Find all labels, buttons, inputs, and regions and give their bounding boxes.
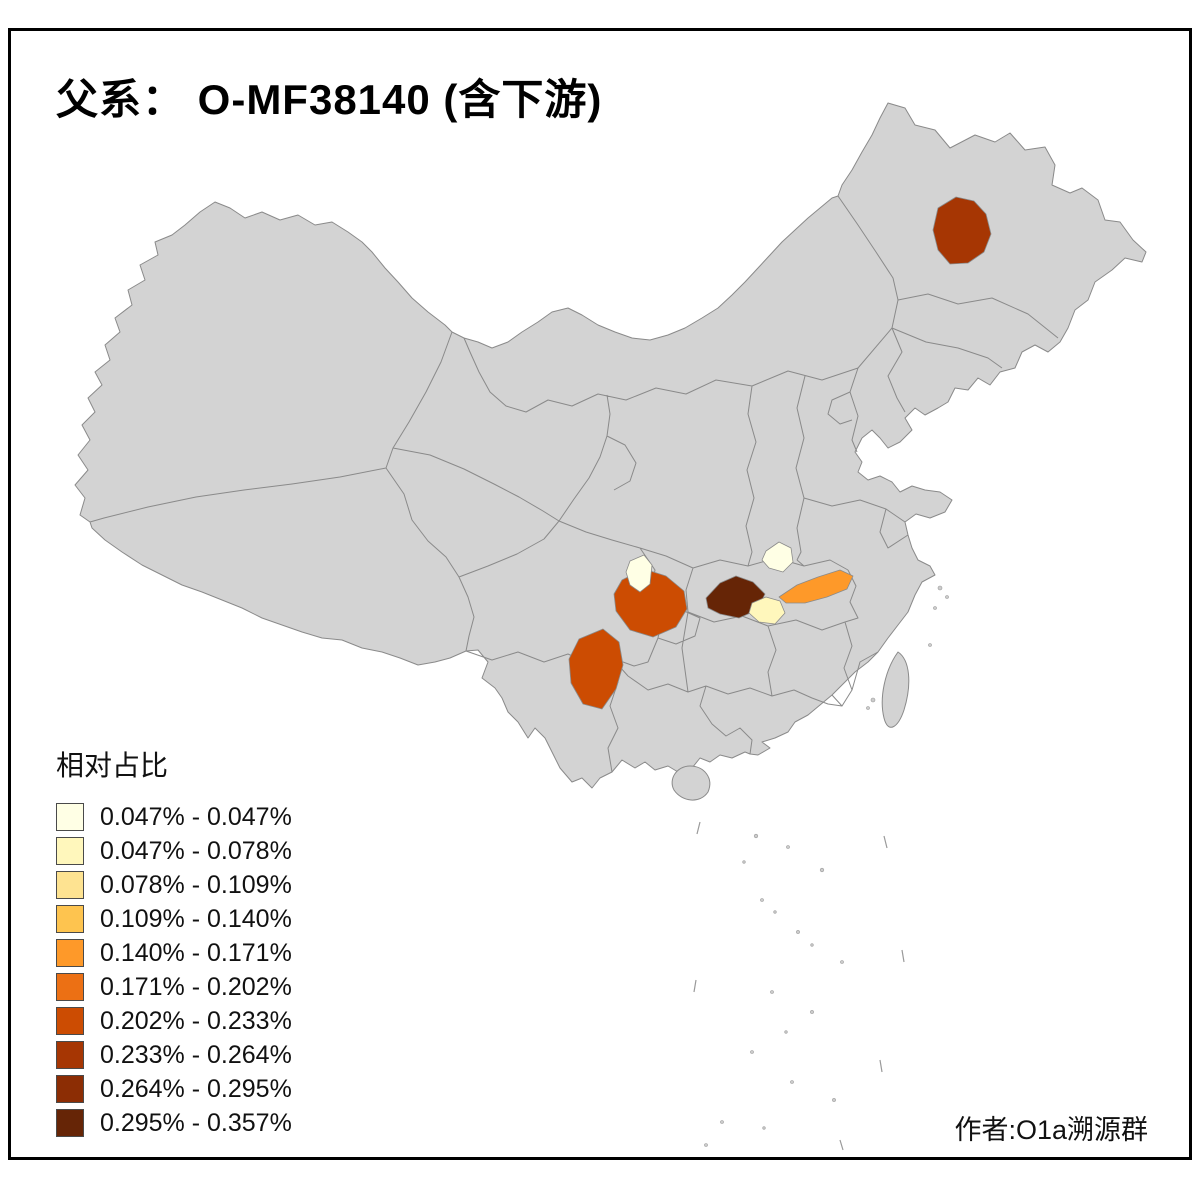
- legend-swatch: [56, 1075, 84, 1103]
- legend-label: 0.202% - 0.233%: [100, 1006, 292, 1035]
- attribution-text: 作者:O1a溯源群: [954, 1115, 1148, 1145]
- legend-swatch: [56, 1041, 84, 1069]
- region-sichuan-northeast-small: [625, 554, 653, 593]
- legend-swatch: [56, 837, 84, 865]
- legend-item: 0.171% - 0.202%: [56, 970, 292, 1004]
- region-hubei-east-band: [778, 569, 854, 604]
- legend-item: 0.295% - 0.357%: [56, 1106, 292, 1140]
- legend-item: 0.047% - 0.047%: [56, 800, 292, 834]
- legend-item: 0.078% - 0.109%: [56, 868, 292, 902]
- region-northeast-heilongjiang: [932, 196, 992, 265]
- taiwan-island: [881, 651, 910, 728]
- legend-item: 0.202% - 0.233%: [56, 1004, 292, 1038]
- region-yunnan-central: [568, 628, 624, 710]
- legend-swatch: [56, 1109, 84, 1137]
- legend-swatch: [56, 939, 84, 967]
- legend-item: 0.233% - 0.264%: [56, 1038, 292, 1072]
- mainland-landmass: [74, 102, 1147, 791]
- legend-swatch: [56, 905, 84, 933]
- legend-item: 0.264% - 0.295%: [56, 1072, 292, 1106]
- legend-item: 0.047% - 0.078%: [56, 834, 292, 868]
- legend-label: 0.109% - 0.140%: [100, 904, 292, 933]
- legend: 相对占比 0.047% - 0.047% 0.047% - 0.078% 0.078…: [56, 744, 292, 1140]
- legend-label: 0.171% - 0.202%: [100, 972, 292, 1001]
- legend-items: 0.047% - 0.047% 0.047% - 0.078% 0.078% - 0…: [56, 800, 292, 1140]
- south-china-sea-islands: [693, 585, 949, 1151]
- legend-swatch: [56, 973, 84, 1001]
- legend-item: 0.109% - 0.140%: [56, 902, 292, 936]
- region-henan-south-small: [761, 541, 794, 573]
- legend-label: 0.047% - 0.078%: [100, 836, 292, 865]
- legend-title: 相对占比: [56, 750, 169, 781]
- region-hunan-north-small: [748, 596, 786, 625]
- legend-swatch: [56, 803, 84, 831]
- legend-label: 0.264% - 0.295%: [100, 1074, 292, 1103]
- legend-label: 0.233% - 0.264%: [100, 1040, 292, 1069]
- page-title: 父系： O-MF38140 (含下游): [56, 76, 603, 123]
- legend-swatch: [56, 1007, 84, 1035]
- legend-item: 0.140% - 0.171%: [56, 936, 292, 970]
- hainan-island: [671, 765, 711, 801]
- legend-label: 0.295% - 0.357%: [100, 1108, 292, 1137]
- legend-swatch: [56, 871, 84, 899]
- legend-label: 0.047% - 0.047%: [100, 802, 292, 831]
- legend-label: 0.140% - 0.171%: [100, 938, 292, 967]
- legend-label: 0.078% - 0.109%: [100, 870, 292, 899]
